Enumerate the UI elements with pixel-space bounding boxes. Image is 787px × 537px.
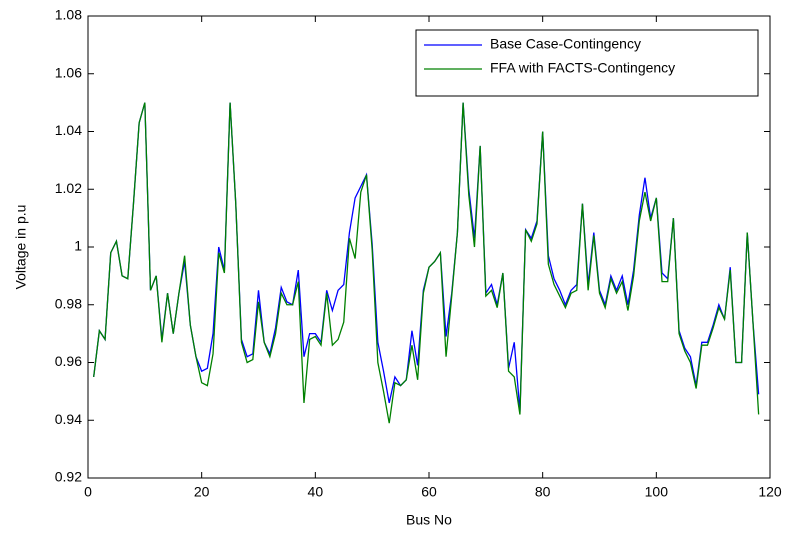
plot-box [87, 15, 771, 479]
y-tick-label: 1.08 [55, 7, 82, 23]
x-tick-label: 40 [308, 484, 324, 500]
y-tick-label: 1.06 [55, 64, 82, 80]
y-tick-label: 0.92 [55, 469, 82, 485]
legend-label: FFA with FACTS-Contingency [490, 60, 675, 76]
legend-label: Base Case-Contingency [490, 36, 641, 52]
x-tick-label: 60 [421, 484, 437, 500]
x-tick-label: 0 [84, 484, 92, 500]
x-axis-label: Bus No [406, 512, 452, 528]
y-tick-label: 0.96 [55, 353, 82, 369]
x-tick-label: 120 [758, 484, 782, 500]
series-line [93, 102, 760, 424]
y-axis-label: Voltage in p.u [13, 205, 29, 290]
y-tick-label: 0.98 [55, 295, 82, 311]
x-tick-label: 80 [535, 484, 551, 500]
x-tick-label: 20 [194, 484, 210, 500]
y-tick-label: 1 [74, 238, 82, 254]
y-tick-label: 0.94 [55, 411, 82, 427]
legend-box [415, 29, 759, 97]
y-tick-label: 1.02 [55, 180, 82, 196]
y-tick-label: 1.04 [55, 122, 82, 138]
x-tick-label: 100 [645, 484, 669, 500]
